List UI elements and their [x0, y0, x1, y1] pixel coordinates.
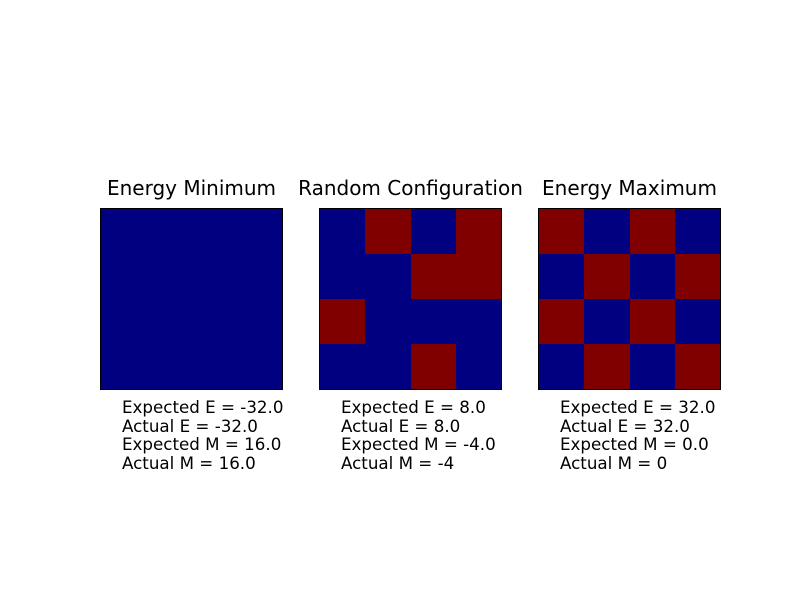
spin-cell-r0c0-blue: [320, 209, 366, 254]
spin-grid: [319, 208, 502, 390]
spin-cell-r3c3-red: [674, 344, 720, 389]
spin-grid: [100, 208, 283, 390]
spin-cell-r2c0-blue: [101, 299, 147, 344]
spin-cell-r1c3-red: [455, 254, 501, 299]
spin-cell-r1c2-blue: [191, 254, 237, 299]
spin-cell-r1c1-blue: [146, 254, 192, 299]
spin-cell-r1c1-blue: [365, 254, 411, 299]
stat-line: Expected M = 16.0: [122, 434, 282, 454]
spin-cell-r1c3-red: [674, 254, 720, 299]
spin-cell-r3c3-blue: [236, 344, 282, 389]
stat-line: Actual M = 16.0: [122, 452, 256, 473]
panel-title: Energy Maximum: [542, 176, 717, 200]
stat-line: Actual E = 32.0: [560, 415, 690, 436]
spin-cell-r1c2-red: [410, 254, 456, 299]
spin-cell-r2c2-blue: [191, 299, 237, 344]
panel-energy-minimum: Energy Minimum Expected E = -32.0 Actual …: [100, 170, 283, 472]
stat-line: Actual M = -4: [341, 452, 455, 473]
stat-line: Expected E = 32.0: [560, 397, 716, 417]
spin-cell-r1c0-blue: [320, 254, 366, 299]
stat-line: Actual E = -32.0: [122, 415, 258, 436]
spin-cell-r3c2-blue: [629, 344, 675, 389]
stat-line: Expected E = 8.0: [341, 397, 486, 417]
spin-cell-r3c1-blue: [365, 344, 411, 389]
stat-line: Expected E = -32.0: [122, 397, 284, 417]
spin-cell-r3c1-red: [584, 344, 630, 389]
spin-cell-r1c3-blue: [236, 254, 282, 299]
spin-grid: [538, 208, 721, 390]
spin-cell-r1c2-blue: [629, 254, 675, 299]
spin-cell-r0c1-blue: [146, 209, 192, 254]
stats-block: Expected E = -32.0 Actual E = -32.0 Expect…: [122, 398, 283, 472]
spin-cell-r0c1-red: [365, 209, 411, 254]
spin-cell-r2c0-red: [320, 299, 366, 344]
spin-cell-r3c1-blue: [146, 344, 192, 389]
panel-energy-maximum: Energy Maximum Expected E = 32.0 Actual E…: [538, 170, 721, 472]
spin-cell-r1c0-blue: [539, 254, 585, 299]
spin-cell-r2c0-red: [539, 299, 585, 344]
spin-cell-r0c2-blue: [410, 209, 456, 254]
spin-cell-r2c3-blue: [674, 299, 720, 344]
spin-cell-r1c1-red: [584, 254, 630, 299]
spin-cell-r2c1-blue: [146, 299, 192, 344]
stats-block: Expected E = 32.0 Actual E = 32.0 Expected…: [560, 398, 721, 472]
spin-cell-r3c0-blue: [539, 344, 585, 389]
spin-cell-r2c1-blue: [584, 299, 630, 344]
panel-random-configuration: Random Configuration Expected E = 8.0 Act…: [298, 170, 523, 472]
spin-cell-r0c3-red: [455, 209, 501, 254]
panel-title: Random Configuration: [298, 176, 523, 200]
spin-cell-r0c3-blue: [236, 209, 282, 254]
spin-cell-r2c3-blue: [455, 299, 501, 344]
stats-block: Expected E = 8.0 Actual E = 8.0 Expected M…: [341, 398, 502, 472]
spin-cell-r0c3-blue: [674, 209, 720, 254]
stat-line: Actual E = 8.0: [341, 415, 461, 436]
stat-line: Expected M = -4.0: [341, 434, 496, 454]
spin-cell-r1c0-blue: [101, 254, 147, 299]
stat-line: Expected M = 0.0: [560, 434, 709, 454]
spin-cell-r3c0-blue: [320, 344, 366, 389]
stat-line: Actual M = 0: [560, 452, 668, 473]
spin-cell-r0c1-blue: [584, 209, 630, 254]
spin-cell-r2c1-blue: [365, 299, 411, 344]
spin-cell-r3c0-blue: [101, 344, 147, 389]
spin-cell-r0c2-red: [629, 209, 675, 254]
spin-cell-r3c3-blue: [455, 344, 501, 389]
spin-cell-r0c0-blue: [101, 209, 147, 254]
spin-cell-r2c2-red: [629, 299, 675, 344]
spin-cell-r0c2-blue: [191, 209, 237, 254]
spin-cell-r0c0-red: [539, 209, 585, 254]
panel-title: Energy Minimum: [106, 176, 277, 200]
spin-cell-r3c2-blue: [191, 344, 237, 389]
spin-cell-r2c3-blue: [236, 299, 282, 344]
spin-cell-r3c2-red: [410, 344, 456, 389]
spin-cell-r2c2-blue: [410, 299, 456, 344]
